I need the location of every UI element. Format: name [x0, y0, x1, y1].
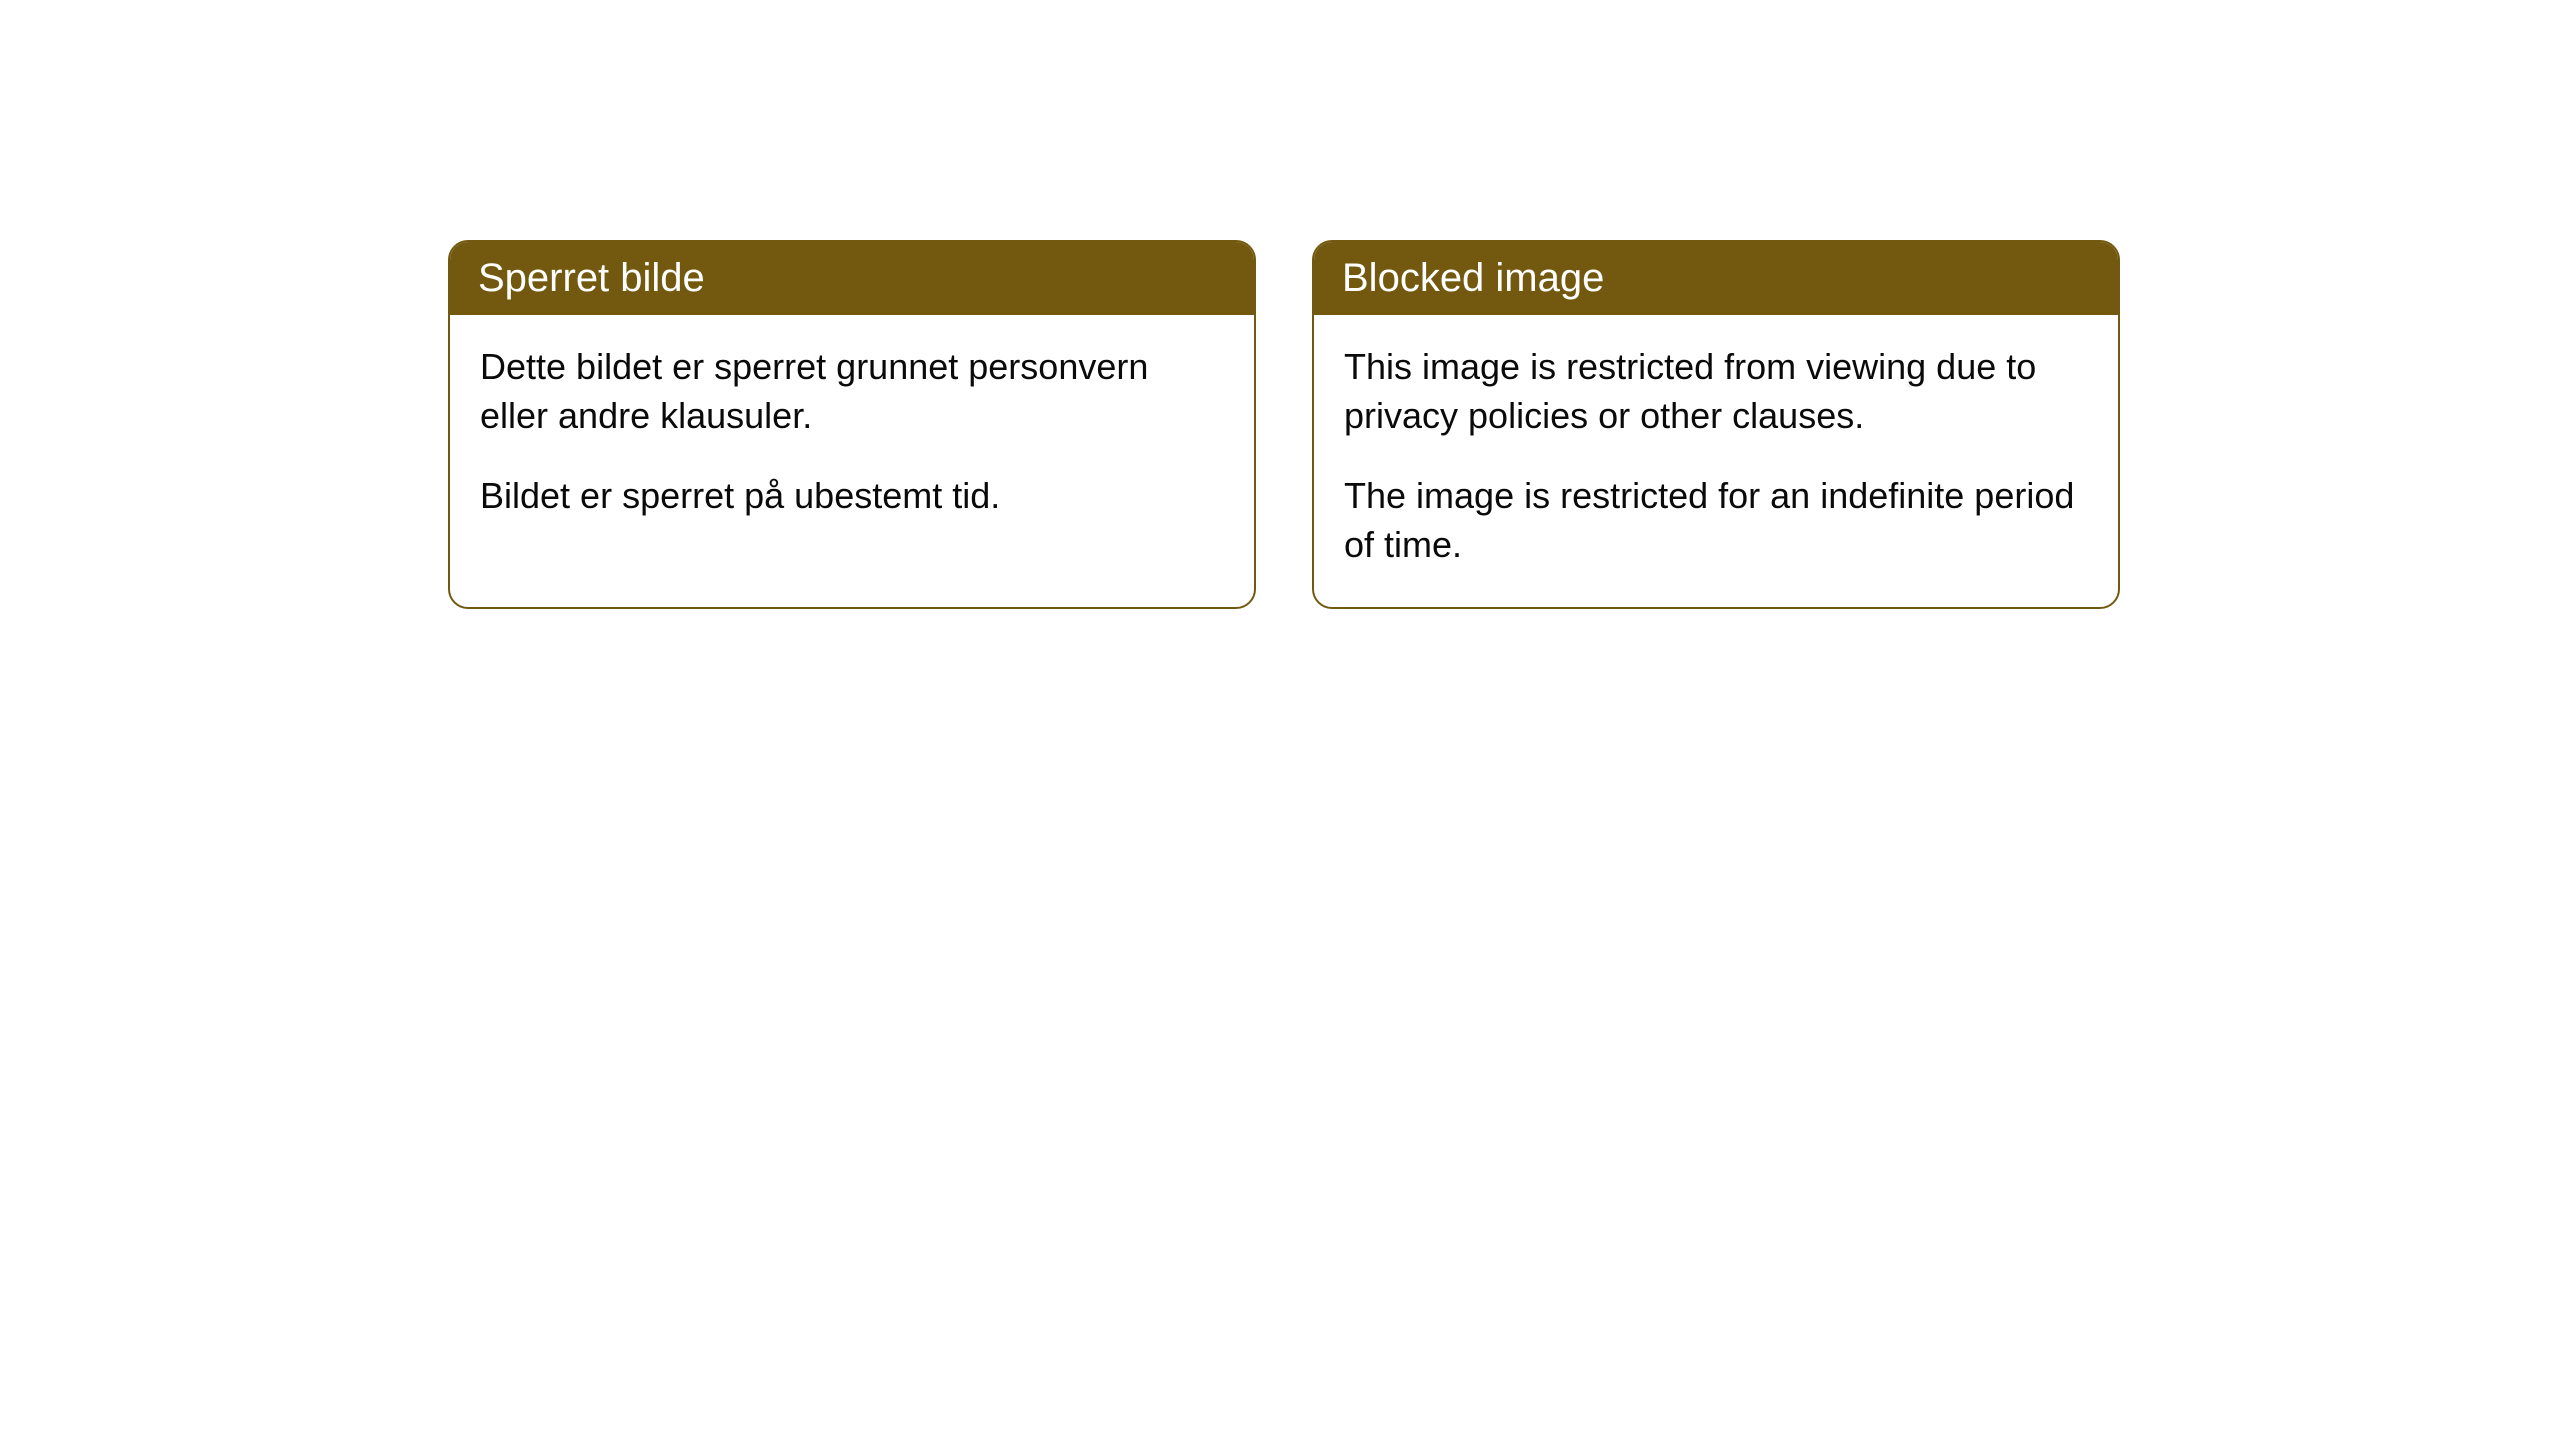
card-body: This image is restricted from viewing du…: [1314, 315, 2118, 607]
card-title: Sperret bilde: [478, 256, 705, 300]
blocked-image-card-english: Blocked image This image is restricted f…: [1312, 240, 2120, 609]
card-title: Blocked image: [1342, 256, 1604, 300]
card-paragraph: Dette bildet er sperret grunnet personve…: [480, 343, 1224, 440]
card-paragraph: The image is restricted for an indefinit…: [1344, 472, 2088, 569]
card-header: Blocked image: [1314, 242, 2118, 315]
card-paragraph: Bildet er sperret på ubestemt tid.: [480, 472, 1224, 521]
cards-container: Sperret bilde Dette bildet er sperret gr…: [0, 0, 2560, 609]
card-paragraph: This image is restricted from viewing du…: [1344, 343, 2088, 440]
blocked-image-card-norwegian: Sperret bilde Dette bildet er sperret gr…: [448, 240, 1256, 609]
card-header: Sperret bilde: [450, 242, 1254, 315]
card-body: Dette bildet er sperret grunnet personve…: [450, 315, 1254, 559]
